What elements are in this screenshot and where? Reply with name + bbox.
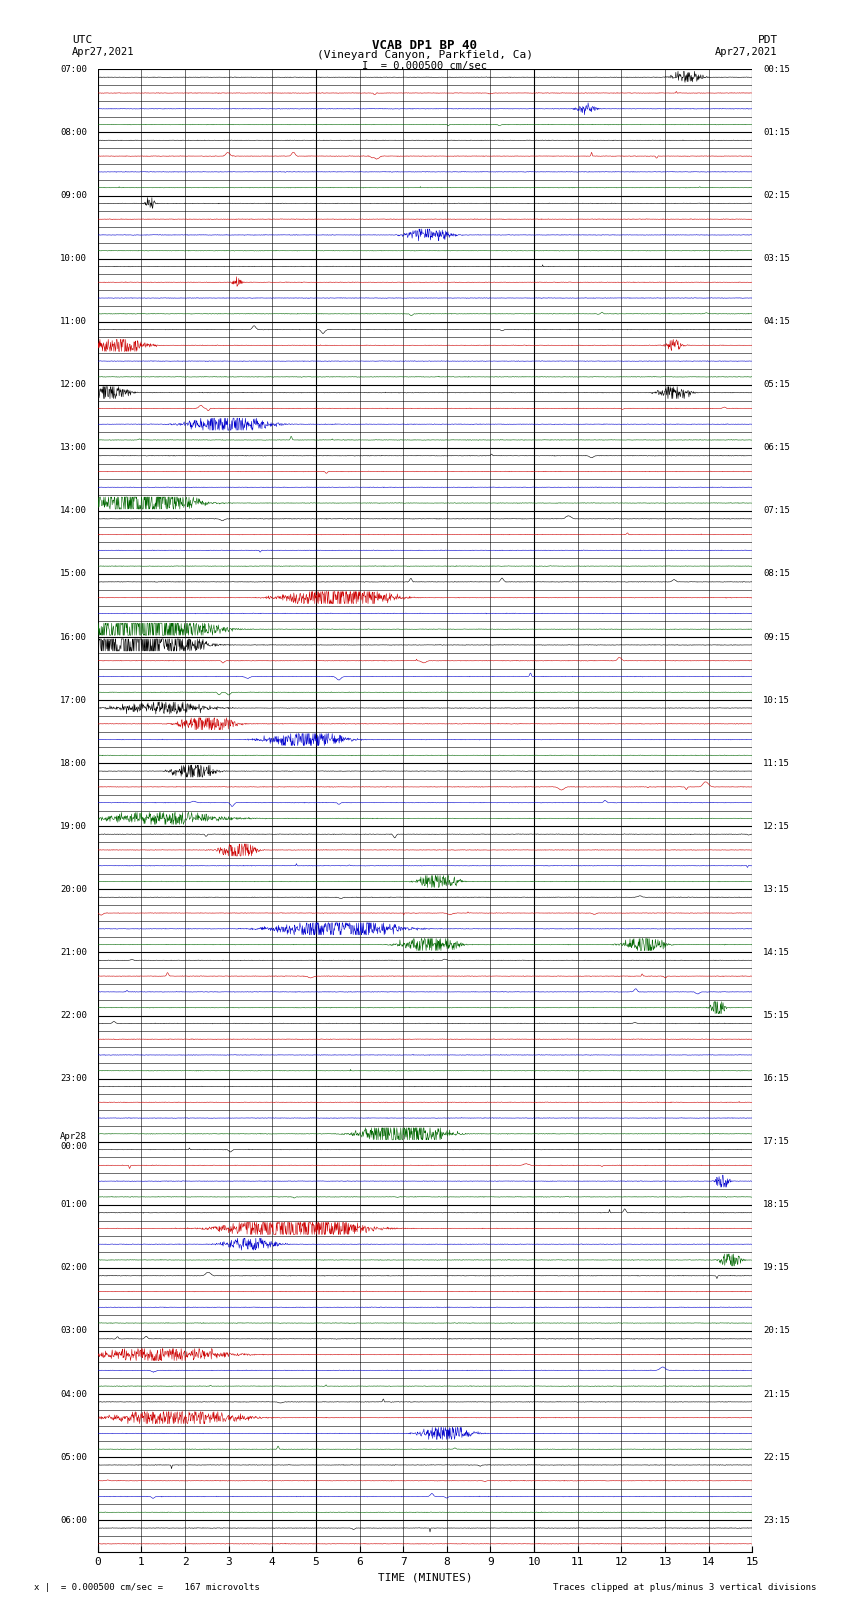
Text: 21:15: 21:15	[763, 1389, 790, 1398]
Text: 03:15: 03:15	[763, 255, 790, 263]
Text: Apr27,2021: Apr27,2021	[72, 47, 135, 56]
Text: (Vineyard Canyon, Parkfield, Ca): (Vineyard Canyon, Parkfield, Ca)	[317, 50, 533, 60]
Text: I  = 0.000500 cm/sec: I = 0.000500 cm/sec	[362, 61, 488, 71]
Text: 06:00: 06:00	[60, 1516, 87, 1524]
Text: 15:00: 15:00	[60, 569, 87, 579]
Text: 22:00: 22:00	[60, 1011, 87, 1019]
Text: PDT: PDT	[757, 35, 778, 45]
Text: 02:00: 02:00	[60, 1263, 87, 1273]
Text: Traces clipped at plus/minus 3 vertical divisions: Traces clipped at plus/minus 3 vertical …	[552, 1582, 816, 1592]
Text: 17:15: 17:15	[763, 1137, 790, 1147]
Text: 06:15: 06:15	[763, 444, 790, 452]
Text: 09:15: 09:15	[763, 632, 790, 642]
Text: 16:00: 16:00	[60, 632, 87, 642]
X-axis label: TIME (MINUTES): TIME (MINUTES)	[377, 1573, 473, 1582]
Text: Apr27,2021: Apr27,2021	[715, 47, 778, 56]
Text: 18:15: 18:15	[763, 1200, 790, 1210]
Text: 07:00: 07:00	[60, 65, 87, 74]
Text: 16:15: 16:15	[763, 1074, 790, 1082]
Text: 07:15: 07:15	[763, 506, 790, 516]
Text: 19:15: 19:15	[763, 1263, 790, 1273]
Text: 05:00: 05:00	[60, 1453, 87, 1461]
Text: 20:15: 20:15	[763, 1326, 790, 1336]
Text: 08:00: 08:00	[60, 127, 87, 137]
Text: 14:00: 14:00	[60, 506, 87, 516]
Text: 01:15: 01:15	[763, 127, 790, 137]
Text: x |  = 0.000500 cm/sec =    167 microvolts: x | = 0.000500 cm/sec = 167 microvolts	[34, 1582, 260, 1592]
Text: 11:15: 11:15	[763, 758, 790, 768]
Text: 01:00: 01:00	[60, 1200, 87, 1210]
Text: 17:00: 17:00	[60, 695, 87, 705]
Text: 03:00: 03:00	[60, 1326, 87, 1336]
Text: 00:15: 00:15	[763, 65, 790, 74]
Text: 22:15: 22:15	[763, 1453, 790, 1461]
Text: 14:15: 14:15	[763, 948, 790, 957]
Text: 13:15: 13:15	[763, 886, 790, 894]
Text: 04:15: 04:15	[763, 318, 790, 326]
Text: 11:00: 11:00	[60, 318, 87, 326]
Text: 20:00: 20:00	[60, 886, 87, 894]
Text: Apr28
00:00: Apr28 00:00	[60, 1132, 87, 1152]
Text: 10:00: 10:00	[60, 255, 87, 263]
Text: 10:15: 10:15	[763, 695, 790, 705]
Text: 19:00: 19:00	[60, 821, 87, 831]
Text: 12:00: 12:00	[60, 381, 87, 389]
Text: 23:00: 23:00	[60, 1074, 87, 1082]
Text: 21:00: 21:00	[60, 948, 87, 957]
Text: 15:15: 15:15	[763, 1011, 790, 1019]
Text: 13:00: 13:00	[60, 444, 87, 452]
Text: 23:15: 23:15	[763, 1516, 790, 1524]
Text: 09:00: 09:00	[60, 190, 87, 200]
Text: 12:15: 12:15	[763, 821, 790, 831]
Text: 18:00: 18:00	[60, 758, 87, 768]
Text: VCAB DP1 BP 40: VCAB DP1 BP 40	[372, 39, 478, 52]
Text: 05:15: 05:15	[763, 381, 790, 389]
Text: UTC: UTC	[72, 35, 93, 45]
Text: 08:15: 08:15	[763, 569, 790, 579]
Text: 02:15: 02:15	[763, 190, 790, 200]
Text: 04:00: 04:00	[60, 1389, 87, 1398]
